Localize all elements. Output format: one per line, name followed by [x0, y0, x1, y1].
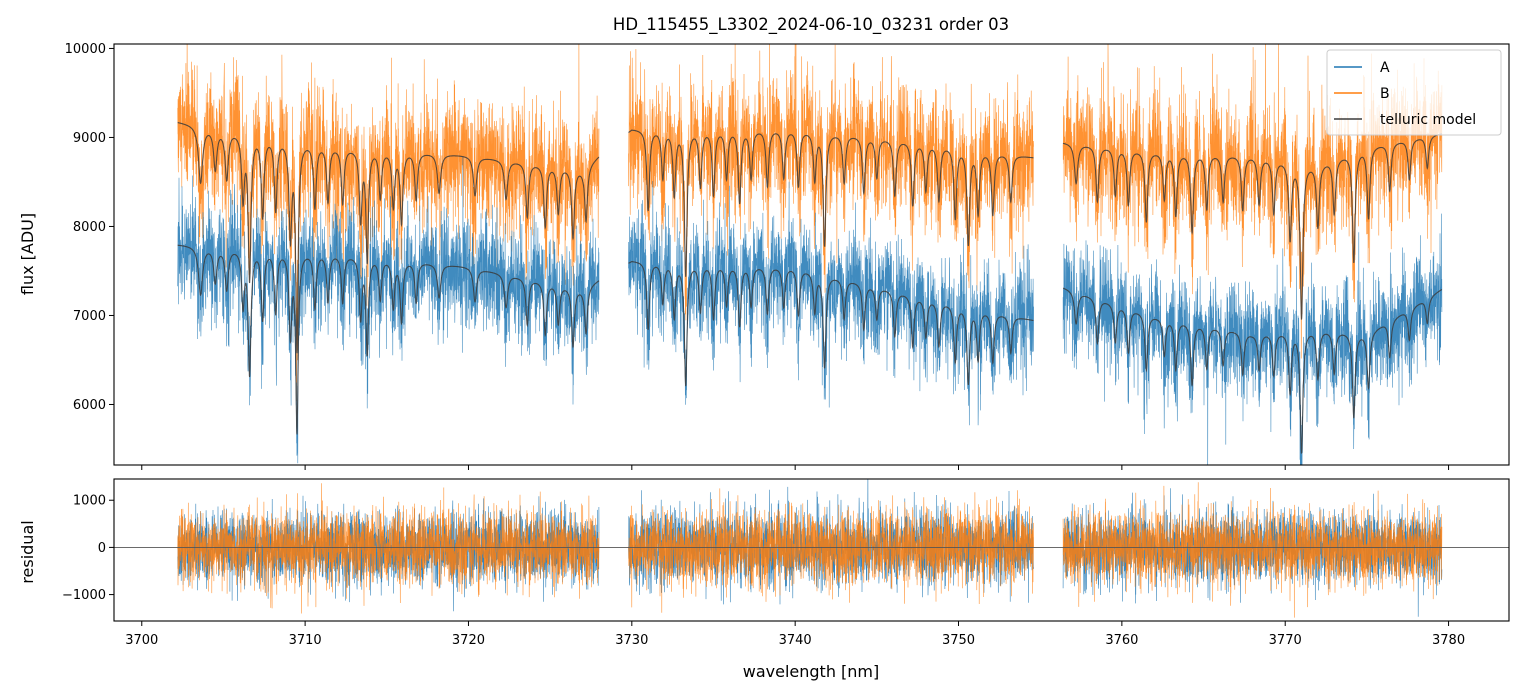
legend-item-b: B — [1334, 86, 1390, 102]
y-tick-label: 6000 — [73, 398, 106, 413]
x-tick-label: 3780 — [1432, 633, 1465, 648]
legend-label-a: A — [1380, 60, 1390, 76]
residual-y-ticks: −1000 0 1000 — [62, 494, 114, 603]
series-b-segment-1 — [177, 44, 600, 402]
series-a-segment-3 — [1062, 213, 1443, 465]
telluric-model-b-segment-3 — [1062, 133, 1442, 320]
telluric-model-b-segment-1 — [177, 122, 600, 354]
x-tick-label: 3750 — [942, 633, 975, 648]
y-tick-label: 1000 — [73, 494, 106, 509]
telluric-model-b-segment-2 — [628, 129, 1034, 277]
series-b-segment-2 — [628, 44, 1034, 321]
legend: A B telluric model — [1326, 49, 1502, 136]
x-tick-label: 3770 — [1269, 633, 1302, 648]
residual-b-segment-3 — [1062, 482, 1443, 618]
flux-panel: 6000 7000 8000 9000 10000 flux [ADU] A B tel… — [18, 42, 1510, 470]
y-tick-label: 0 — [98, 541, 106, 556]
legend-frame — [1326, 49, 1502, 136]
y-tick-label: 10000 — [65, 42, 106, 57]
flux-x-ticks — [141, 465, 1450, 470]
residual-b-segment-1 — [177, 483, 600, 614]
y-tick-label: 8000 — [73, 220, 106, 235]
telluric-model-a-segment-2 — [628, 261, 1034, 387]
legend-label-b: B — [1380, 86, 1390, 102]
x-tick-label: 3700 — [125, 633, 158, 648]
flux-axes-frame — [113, 43, 1510, 466]
residual-b-segment-2 — [628, 488, 1034, 613]
residual-axes-frame — [113, 478, 1510, 622]
telluric-model-a-segment-3 — [1062, 287, 1443, 454]
x-tick-label: 3760 — [1105, 633, 1138, 648]
y-tick-label: 9000 — [73, 131, 106, 146]
legend-item-telluric: telluric model — [1334, 112, 1476, 128]
flux-y-axis-title: flux [ADU] — [18, 213, 37, 295]
x-tick-label: 3710 — [289, 633, 322, 648]
x-tick-label: 3740 — [779, 633, 812, 648]
telluric-model-a-segment-1 — [177, 244, 600, 435]
residual-x-ticks: 3700 3710 3720 3730 3740 3750 3760 3770 3780 — [125, 621, 1465, 648]
x-axis-title: wavelength [nm] — [743, 662, 880, 681]
series-b-segment-3 — [1062, 44, 1443, 359]
chart-title: HD_115455_L3302_2024-06-10_03231 order 0… — [613, 15, 1009, 35]
x-tick-label: 3720 — [452, 633, 485, 648]
residual-y-axis-title: residual — [18, 520, 37, 583]
residual-plot-area — [114, 479, 1509, 618]
flux-plot-area — [177, 44, 1443, 465]
flux-y-ticks: 6000 7000 8000 9000 10000 — [65, 42, 114, 413]
y-tick-label: −1000 — [62, 588, 106, 603]
legend-label-telluric: telluric model — [1380, 112, 1476, 128]
y-tick-label: 7000 — [73, 309, 106, 324]
legend-item-a: A — [1334, 60, 1390, 76]
x-tick-label: 3730 — [615, 633, 648, 648]
series-a-segment-2 — [628, 181, 1034, 426]
